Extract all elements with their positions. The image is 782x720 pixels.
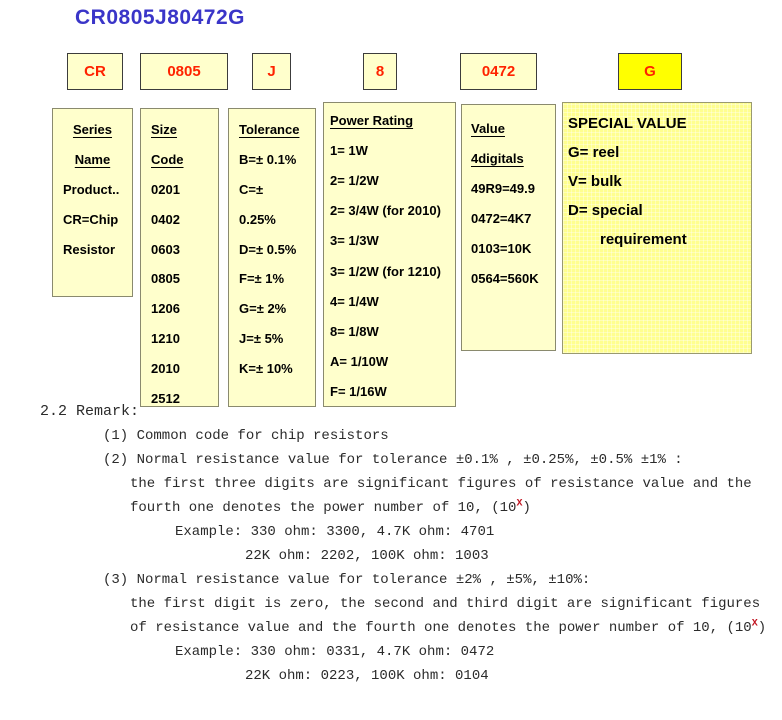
- column-line: V= bulk: [568, 173, 622, 190]
- remark-line-text: fourth one denotes the power number of 1…: [130, 500, 517, 516]
- remark-line: the first three digits are significant f…: [130, 476, 752, 492]
- code-box-value: 0472: [460, 53, 537, 90]
- column-line: F= 1/16W: [330, 384, 387, 400]
- special-value-column: SPECIAL VALUE G= reel V= bulk D= special…: [562, 102, 752, 354]
- remark-section: 2.2 Remark: (1) Common code for chip res…: [0, 400, 782, 688]
- code-box-tolerance: J: [252, 53, 291, 90]
- code-box-series: CR: [67, 53, 123, 90]
- column-header: Power Rating: [330, 112, 414, 128]
- column-line: Product..: [63, 181, 120, 197]
- remark-line-text: ): [757, 620, 767, 636]
- column-line: 0805: [151, 271, 180, 287]
- remark-line: (3) Normal resistance value for toleranc…: [103, 572, 591, 588]
- tolerance-column: Tolerance B=± 0.1% C=± 0.25% D=± 0.5% F=…: [228, 108, 316, 407]
- code-box-special: G: [618, 53, 682, 90]
- value-column: Value 4digitals 49R9=49.9 0472=4K7 0103=…: [461, 104, 556, 351]
- column-line: 0103=10K: [471, 240, 532, 256]
- remark-line: Example: 330 ohm: 0331, 4.7K ohm: 0472: [175, 644, 495, 660]
- column-line: 1210: [151, 330, 180, 346]
- column-line: 0201: [151, 181, 180, 197]
- remark-line: 22K ohm: 2202, 100K ohm: 1003: [245, 548, 489, 564]
- column-line: B=± 0.1%: [239, 152, 297, 168]
- column-line: 0603: [151, 241, 180, 257]
- remark-line: Example: 330 ohm: 3300, 4.7K ohm: 4701: [175, 524, 495, 540]
- column-header: Value: [471, 120, 505, 136]
- column-header: Size: [151, 122, 178, 138]
- column-line: 2= 3/4W (for 2010): [330, 203, 441, 219]
- column-line: 49R9=49.9: [471, 180, 535, 196]
- column-line: 2= 1/2W: [330, 172, 379, 188]
- column-line: requirement: [600, 231, 687, 248]
- column-line: 8= 1/8W: [330, 323, 379, 339]
- column-line: 0564=560K: [471, 270, 539, 286]
- remark-line: (1) Common code for chip resistors: [103, 428, 389, 444]
- column-line: F=± 1%: [239, 271, 285, 287]
- column-line: 3= 1/2W (for 1210): [330, 263, 441, 279]
- size-code-column: Size Code 0201 0402 0603 0805 1206 1210 …: [140, 108, 219, 407]
- column-line: K=± 10%: [239, 360, 293, 376]
- power-exponent: X: [751, 618, 758, 630]
- column-line: 1206: [151, 301, 180, 317]
- column-line: 0.25%: [239, 211, 276, 227]
- remark-heading: 2.2 Remark:: [40, 403, 140, 420]
- column-line: G= reel: [568, 144, 620, 161]
- column-line: 4= 1/4W: [330, 293, 379, 309]
- column-header: Code: [151, 152, 184, 168]
- column-header: Tolerance: [239, 122, 300, 138]
- column-line: CR=Chip: [63, 211, 119, 227]
- code-box-power: 8: [363, 53, 397, 90]
- power-exponent: X: [516, 498, 523, 510]
- column-line: C=±: [239, 181, 264, 197]
- column-line: 2010: [151, 360, 180, 376]
- column-line: D= special: [568, 202, 643, 219]
- part-number-title: CR0805J80472G: [75, 6, 245, 29]
- remark-line-text: of resistance value and the fourth one d…: [130, 620, 752, 636]
- column-line: D=± 0.5%: [239, 241, 297, 257]
- remark-line: 22K ohm: 0223, 100K ohm: 0104: [245, 668, 489, 684]
- column-header: SPECIAL VALUE: [568, 115, 687, 132]
- column-line: 3= 1/3W: [330, 233, 379, 249]
- column-line: 2512: [151, 390, 180, 406]
- remark-line-text: ): [522, 500, 531, 516]
- column-line: J=± 5%: [239, 330, 284, 346]
- column-header: Series: [72, 122, 113, 138]
- column-line: G=± 2%: [239, 301, 287, 317]
- remark-line: the first digit is zero, the second and …: [130, 596, 761, 612]
- column-line: 0402: [151, 211, 180, 227]
- column-header: Name: [74, 152, 111, 168]
- column-line: 1= 1W: [330, 142, 368, 158]
- column-line: A= 1/10W: [330, 354, 389, 370]
- column-line: 0472=4K7: [471, 210, 532, 226]
- remark-line: (2) Normal resistance value for toleranc…: [103, 452, 683, 468]
- remark-line: of resistance value and the fourth one d…: [130, 616, 782, 640]
- column-header: 4digitals: [471, 150, 524, 166]
- power-rating-column: Power Rating 1= 1W 2= 1/2W 2= 3/4W (for …: [323, 102, 456, 407]
- series-name-column: Series Name Product.. CR=Chip Resistor: [52, 108, 133, 297]
- remark-line: fourth one denotes the power number of 1…: [130, 496, 782, 520]
- column-line: Resistor: [63, 241, 116, 257]
- code-box-size: 0805: [140, 53, 228, 90]
